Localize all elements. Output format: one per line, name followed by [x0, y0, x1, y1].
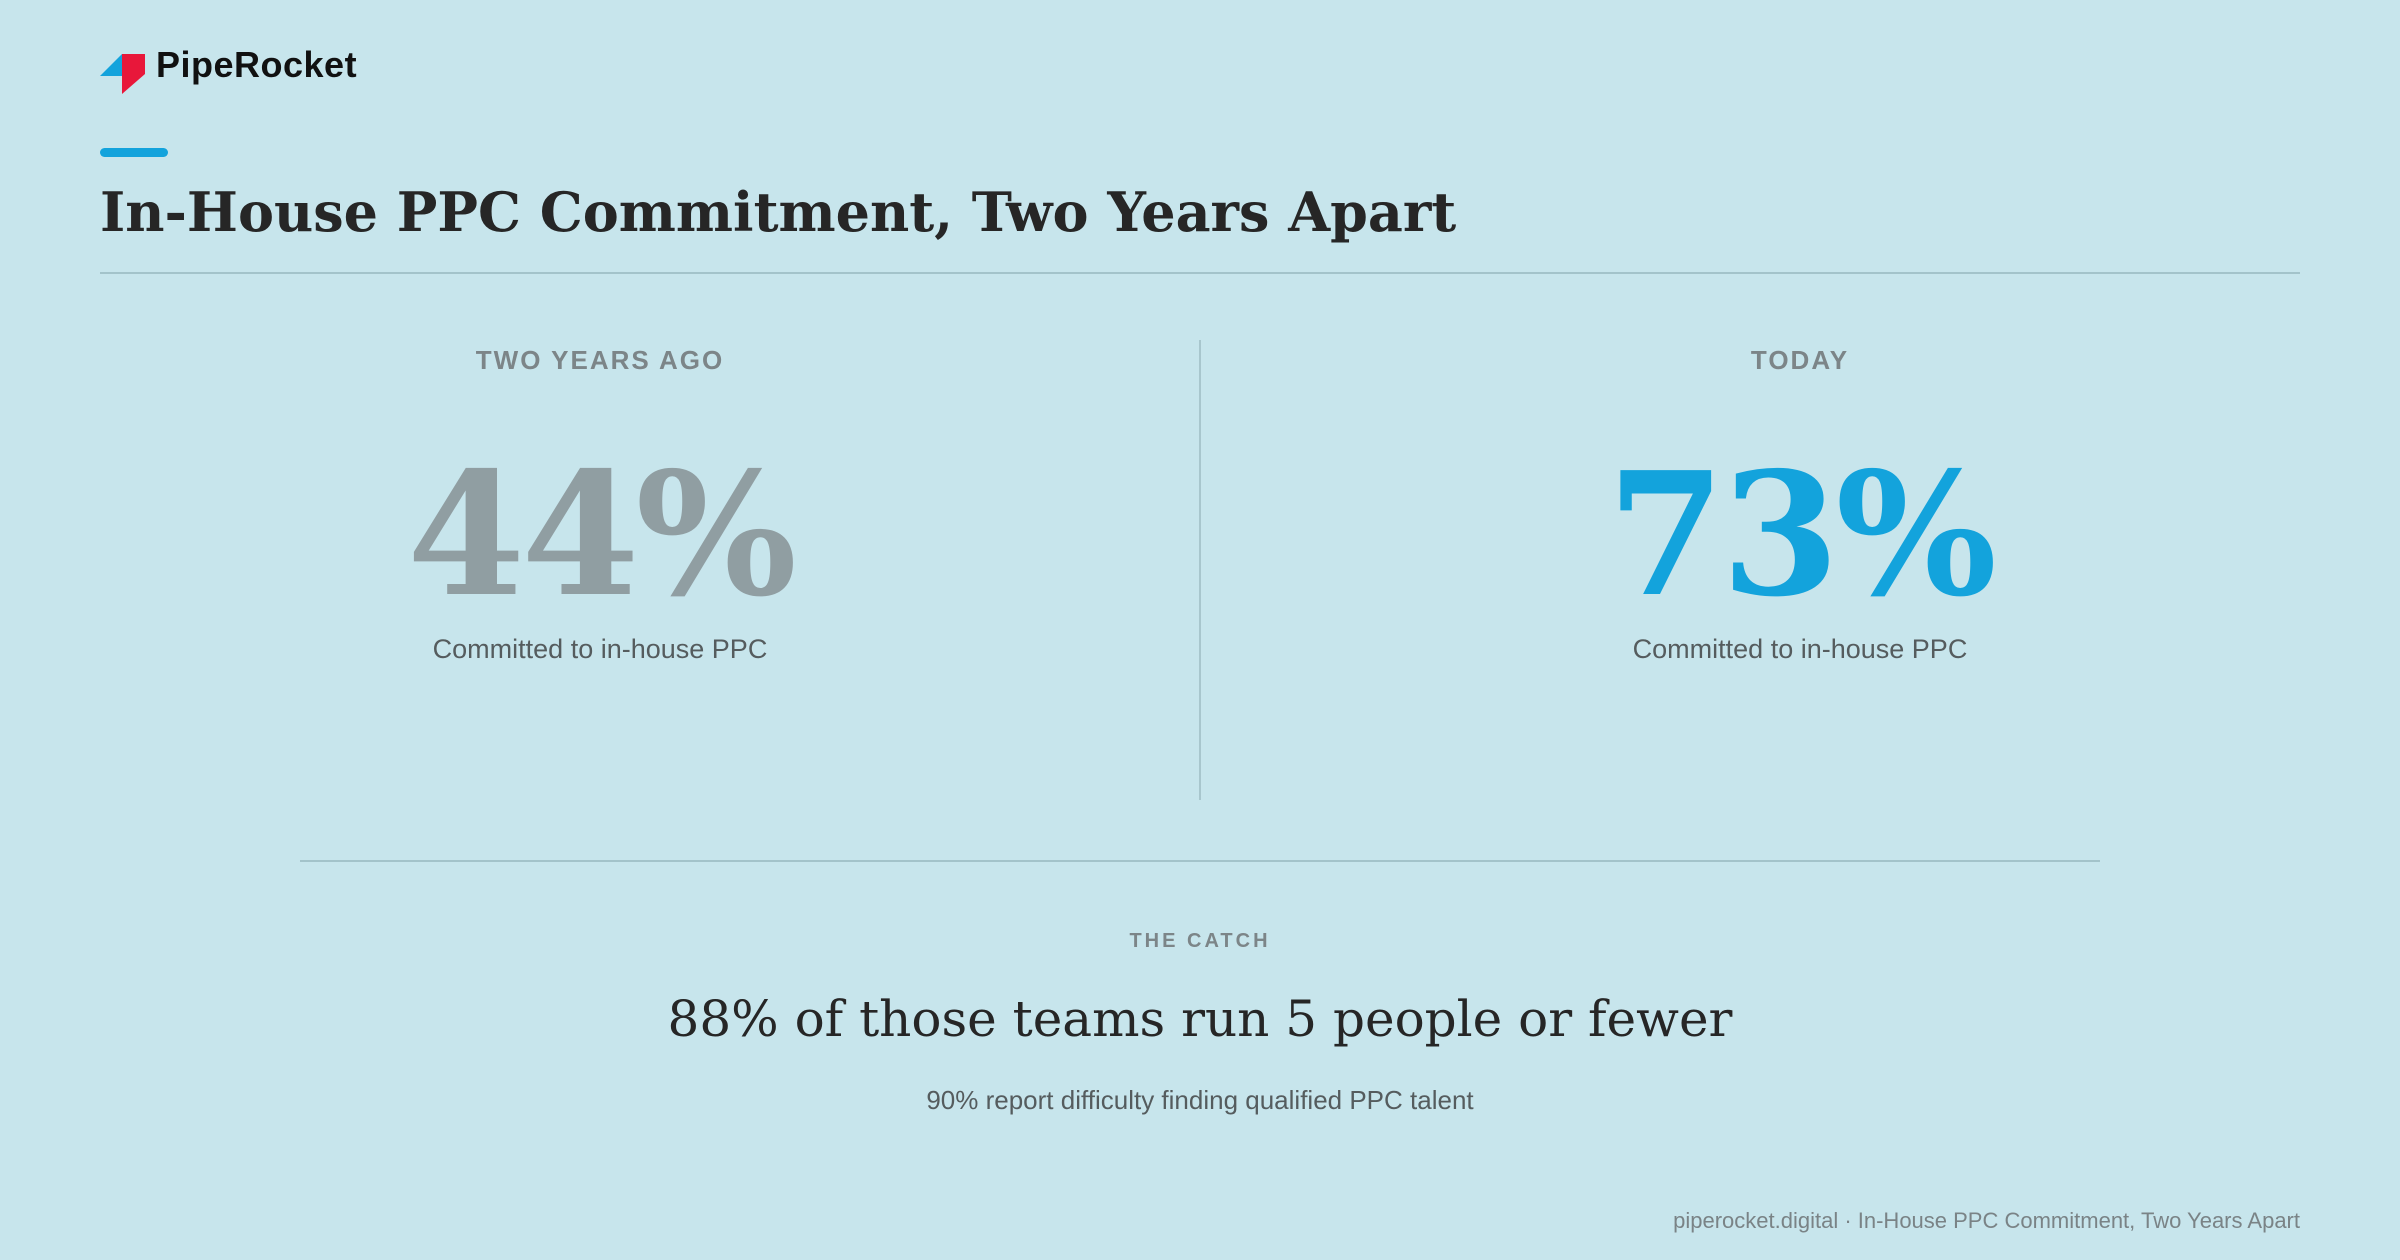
catch-label: THE CATCH: [1129, 930, 1271, 952]
brand: PipeRocket: [156, 44, 358, 85]
footer: piperocket.digital · In-House PPC Commit…: [1673, 1208, 2300, 1233]
stat-label: TODAY: [1750, 345, 1850, 375]
stat-value: 44%: [406, 435, 797, 635]
divider: [100, 272, 2300, 274]
stat-caption: Committed to in-house PPC: [1632, 634, 1968, 664]
catch-subline: 90% report difficulty finding qualified …: [926, 1085, 1474, 1115]
accent-bar: [100, 148, 168, 157]
logo-icon: [100, 54, 145, 94]
stat-caption: Committed to in-house PPC: [432, 634, 768, 664]
catch-headline: 88% of those teams run 5 people or fewer: [667, 990, 1733, 1048]
column-divider: [1199, 340, 1201, 800]
divider: [300, 860, 2100, 862]
title: In-House PPC Commitment, Two Years Apart: [100, 180, 1457, 244]
stat-value: 73%: [1606, 435, 1997, 635]
stat-label: TWO YEARS AGO: [475, 345, 725, 375]
